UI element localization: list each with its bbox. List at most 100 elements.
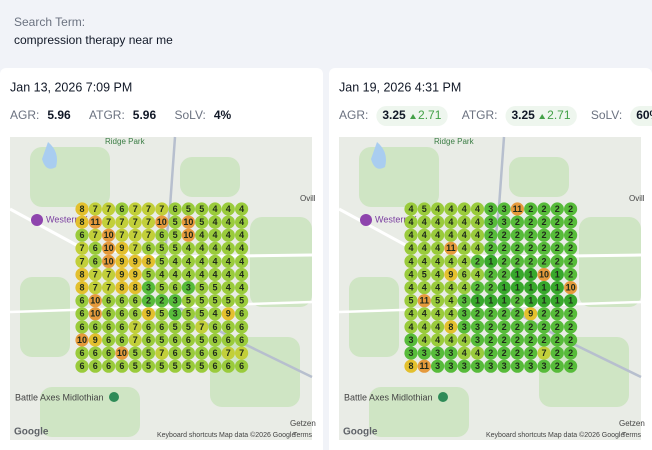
- rank-value: 6: [106, 322, 111, 332]
- rank-dot: [431, 202, 445, 216]
- rank-dot: [155, 202, 169, 216]
- rank-dot: [115, 215, 129, 229]
- rank-dot: [208, 346, 222, 360]
- rank-dot: [431, 215, 445, 229]
- rank-value: 8: [133, 282, 138, 292]
- rank-dot: [181, 346, 195, 360]
- rank-dot: [75, 254, 89, 268]
- rank-value: 7: [159, 348, 164, 358]
- rank-dot: [510, 267, 524, 282]
- rank-value: 2: [515, 296, 520, 306]
- rank-value: 5: [422, 269, 427, 279]
- rank-dot: [208, 281, 222, 295]
- up-arrow: [539, 114, 546, 119]
- rank-value: 2: [541, 204, 546, 214]
- rank-dot: [128, 241, 142, 255]
- rank-value: 4: [422, 217, 427, 227]
- rank-value: 10: [183, 230, 193, 240]
- rank-value: 3: [475, 361, 480, 371]
- rank-dot: [417, 307, 431, 321]
- rank-dot: [497, 254, 511, 268]
- rank-dot: [431, 228, 445, 242]
- rank-value: 5: [212, 282, 217, 292]
- rank-value: 1: [555, 269, 560, 279]
- rank-dot: [510, 346, 524, 360]
- rank-dot: [444, 202, 458, 216]
- map-park: [180, 157, 240, 197]
- map: Ridge Park Western K Ovill Battle Axes Midl…: [9, 136, 316, 440]
- rank-dot: [417, 202, 431, 216]
- rank-dot: [457, 333, 471, 347]
- rank-value: 2: [555, 204, 560, 214]
- rank-value: 6: [119, 204, 124, 214]
- rank-value: 4: [408, 269, 413, 279]
- rank-value: 4: [226, 282, 231, 292]
- rank-value: 5: [199, 217, 204, 227]
- rank-value: 4: [448, 230, 453, 240]
- rank-value: 7: [93, 282, 98, 292]
- rank-value: 3: [173, 309, 178, 319]
- map-park: [359, 147, 439, 207]
- rank-value: 7: [106, 217, 111, 227]
- rank-value: 2: [528, 256, 533, 266]
- rank-value: 2: [502, 348, 507, 358]
- rank-dot: [457, 359, 471, 373]
- map-label: Western K: [46, 214, 88, 224]
- rank-value: 11: [91, 217, 101, 227]
- rank-value: 6: [93, 361, 98, 371]
- rank-dot: [510, 254, 524, 268]
- rank-dot: [537, 202, 551, 216]
- rank-dot: [431, 346, 445, 360]
- rank-dot: [497, 267, 511, 282]
- rank-dot: [550, 294, 564, 308]
- rank-value: 4: [212, 243, 217, 253]
- rank-value: 4: [212, 217, 217, 227]
- rank-dot: [550, 320, 564, 334]
- rank-value: 6: [106, 309, 111, 319]
- rank-dot: [457, 320, 471, 334]
- rank-value: 2: [541, 230, 546, 240]
- metric-value: 5.96: [133, 108, 157, 122]
- rank-dot: [470, 294, 485, 308]
- map-park: [539, 337, 629, 407]
- rank-value: 2: [555, 322, 560, 332]
- rank-dot: [510, 202, 524, 216]
- rank-value: 4: [212, 204, 217, 214]
- rank-value: 4: [435, 269, 440, 279]
- rank-dot: [141, 254, 156, 268]
- rank-value: 1: [568, 296, 573, 306]
- rank-dot: [75, 307, 89, 321]
- rank-dot: [444, 241, 458, 255]
- map-label: Map data ©2026 Google: [219, 431, 295, 439]
- rank-value: 4: [448, 282, 453, 292]
- rank-dot: [417, 346, 431, 360]
- rank-dot: [195, 254, 209, 268]
- rank-dot: [168, 267, 182, 282]
- rank-dot: [510, 307, 524, 321]
- rank-dot: [470, 228, 485, 242]
- rank-value: 11: [513, 204, 523, 214]
- rank-value: 5: [173, 230, 178, 240]
- rank-dot: [102, 307, 116, 321]
- rank-value: 7: [146, 217, 151, 227]
- rank-value: 7: [106, 269, 111, 279]
- rank-value: 5: [146, 348, 151, 358]
- rank-value: 2: [568, 243, 573, 253]
- rank-dot: [221, 254, 235, 268]
- map-label: Battle Axes Midlothian: [344, 392, 433, 402]
- map-label: Western K: [375, 214, 417, 224]
- rank-value: 3: [488, 361, 493, 371]
- rank-dot: [128, 267, 142, 282]
- rank-value: 4: [408, 204, 413, 214]
- rank-value: 7: [133, 243, 138, 253]
- rank-value: 4: [435, 256, 440, 266]
- rank-value: 4: [408, 243, 413, 253]
- rank-value: 5: [186, 296, 191, 306]
- rank-dot: [221, 346, 235, 360]
- rank-dot: [470, 320, 485, 334]
- rank-dot: [235, 346, 249, 360]
- rank-dot: [208, 215, 222, 229]
- rank-value: 4: [435, 322, 440, 332]
- rank-dot: [524, 307, 538, 321]
- rank-dot: [128, 294, 142, 308]
